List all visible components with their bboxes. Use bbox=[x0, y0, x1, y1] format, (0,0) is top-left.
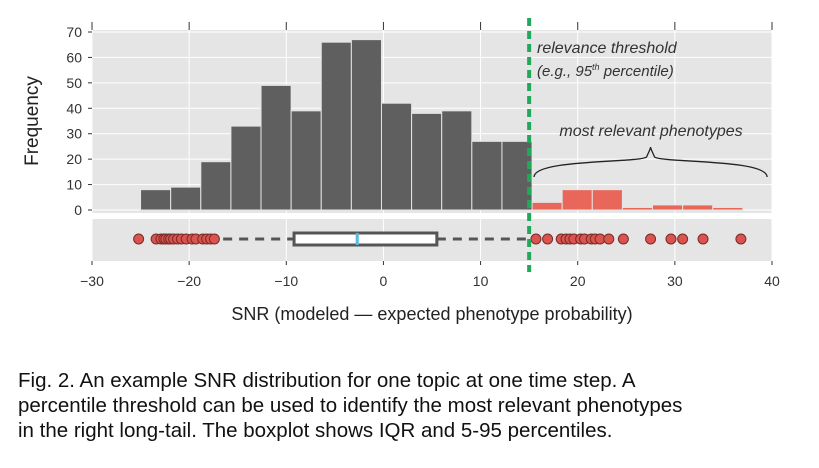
threshold-label-line2: (e.g., 95th percentile) bbox=[537, 62, 674, 80]
bar-below-0 bbox=[140, 189, 172, 211]
x-tick-label-10: 10 bbox=[473, 273, 489, 289]
figure-caption: Fig. 2. An example SNR distribution for … bbox=[18, 368, 808, 443]
y-tick-label-20: 20 bbox=[66, 151, 82, 167]
y-axis-label: Frequency bbox=[22, 76, 43, 166]
x-tick-label--20: −20 bbox=[177, 273, 201, 289]
bar-below-3 bbox=[230, 125, 262, 211]
y-tick-label-30: 30 bbox=[66, 126, 82, 142]
outlier-point-30 bbox=[645, 233, 657, 245]
outlier-point-29 bbox=[617, 233, 629, 245]
bar-below-4 bbox=[260, 84, 292, 211]
outlier-point-34 bbox=[735, 233, 747, 245]
boxplot-grid bbox=[91, 219, 773, 261]
bar-below-1 bbox=[170, 186, 202, 211]
caption-line-2: percentile threshold can be used to iden… bbox=[18, 394, 683, 417]
y-tick-label-40: 40 bbox=[66, 100, 82, 116]
x-tick-label-40: 40 bbox=[764, 273, 780, 289]
bar-below-12 bbox=[501, 140, 533, 211]
bar-below-7 bbox=[350, 39, 382, 211]
bar-below-2 bbox=[200, 161, 232, 211]
x-axis-label: SNR (modeled — expected phenotype probab… bbox=[231, 304, 632, 324]
boxplot-outliers bbox=[133, 233, 747, 245]
bar-above-0 bbox=[531, 201, 563, 211]
outlier-point-31 bbox=[665, 233, 677, 245]
boxplot bbox=[223, 231, 528, 247]
threshold-label-line1: relevance threshold bbox=[537, 40, 678, 57]
caption-line-3: in the right long-tail. The boxplot show… bbox=[18, 419, 613, 442]
outlier-point-28 bbox=[603, 233, 615, 245]
bar-above-4 bbox=[652, 204, 684, 211]
x-tick-label--10: −10 bbox=[274, 273, 298, 289]
x-tick-label-30: 30 bbox=[667, 273, 683, 289]
x-axis-ticks: −30 −20 −10 0 10 20 30 40 bbox=[80, 22, 780, 289]
x-tick-label--30: −30 bbox=[80, 273, 104, 289]
y-tick-label-0: 0 bbox=[74, 202, 82, 218]
annotation-brace bbox=[533, 146, 768, 178]
outlier-point-0 bbox=[133, 233, 145, 245]
outlier-point-18 bbox=[542, 233, 554, 245]
outlier-point-17 bbox=[530, 233, 542, 245]
bar-below-6 bbox=[320, 41, 352, 211]
outlier-point-33 bbox=[697, 233, 709, 245]
bar-above-5 bbox=[682, 204, 714, 211]
bar-above-3 bbox=[621, 206, 654, 211]
bar-below-8 bbox=[380, 102, 413, 211]
histogram-bars bbox=[140, 39, 744, 211]
bar-above-1 bbox=[561, 189, 593, 211]
x-tick-label-20: 20 bbox=[570, 273, 586, 289]
caption-line-1: Fig. 2. An example SNR distribution for … bbox=[18, 369, 636, 392]
snr-distribution-chart: 0 10 20 30 40 50 60 70 −30 −20 −10 0 10 20 30 40 relev… bbox=[22, 18, 780, 324]
bar-above-6 bbox=[712, 206, 744, 211]
y-axis-ticks: 0 10 20 30 40 50 60 70 bbox=[66, 24, 92, 218]
y-tick-label-70: 70 bbox=[66, 24, 82, 40]
bar-below-9 bbox=[411, 112, 443, 211]
bar-below-10 bbox=[441, 110, 473, 211]
outlier-point-16 bbox=[208, 233, 220, 245]
y-tick-label-60: 60 bbox=[66, 49, 82, 65]
y-tick-label-50: 50 bbox=[66, 75, 82, 91]
bar-below-11 bbox=[471, 140, 503, 211]
bar-below-5 bbox=[290, 110, 322, 211]
x-tick-label-0: 0 bbox=[380, 273, 388, 289]
bar-above-2 bbox=[591, 189, 623, 211]
most-relevant-annotation: most relevant phenotypes bbox=[559, 123, 742, 140]
y-tick-label-10: 10 bbox=[66, 177, 82, 193]
outlier-point-32 bbox=[677, 233, 689, 245]
iqr-box bbox=[292, 231, 439, 247]
